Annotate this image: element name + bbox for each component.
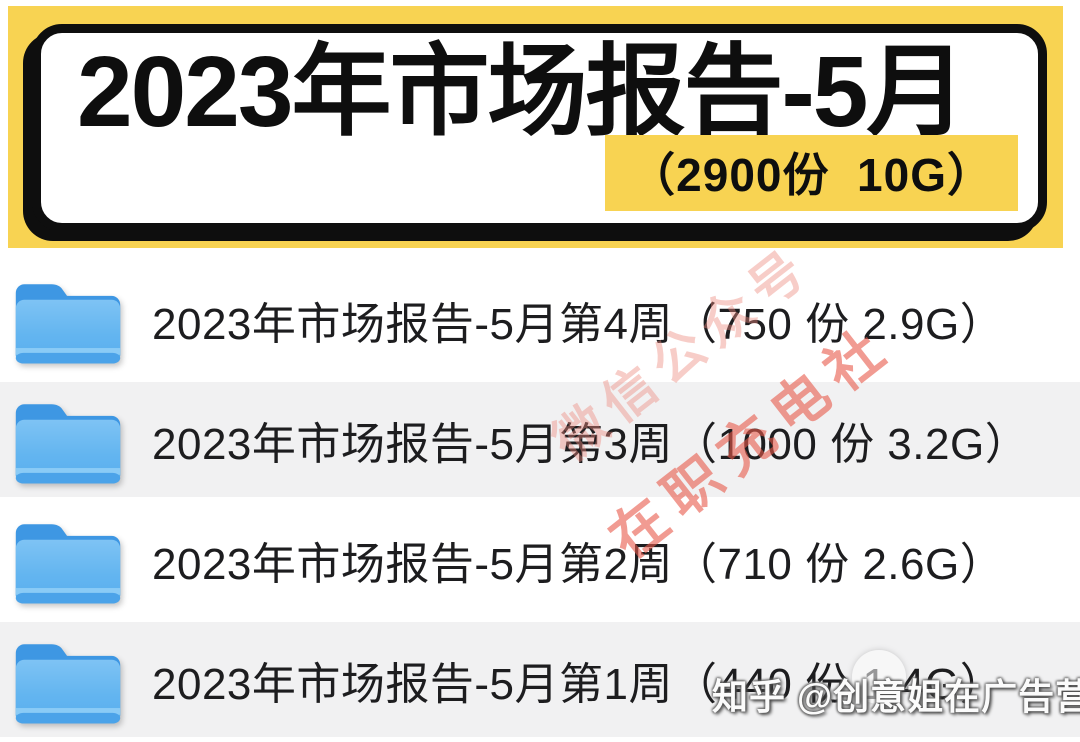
folder-row-week1[interactable]: 2023年市场报告-5月第1周（440 份 1.4G） [0, 622, 1080, 737]
header-subtitle-badge: （2900份 10G） [605, 135, 1018, 211]
header-banner: 2023年市场报告-5月 （2900份 10G） [8, 6, 1063, 248]
folder-icon [10, 631, 126, 729]
folder-label: 2023年市场报告-5月第4周（750 份 2.9G） [152, 299, 1005, 349]
folder-row-week2[interactable]: 2023年市场报告-5月第2周（710 份 2.6G） [0, 502, 1080, 617]
folder-icon [10, 271, 126, 369]
page-title: 2023年市场报告-5月 [77, 36, 966, 148]
folder-label: 2023年市场报告-5月第1周（440 份 1.4G） [152, 659, 1005, 709]
folder-icon [10, 391, 126, 489]
title-card: 2023年市场报告-5月 （2900份 10G） [32, 24, 1047, 232]
folder-list: 2023年市场报告-5月第4周（750 份 2.9G） 2023年市场报告-5月… [0, 262, 1080, 742]
folder-label: 2023年市场报告-5月第3周（1000 份 3.2G） [152, 419, 1030, 469]
folder-label: 2023年市场报告-5月第2周（710 份 2.6G） [152, 539, 1005, 589]
folder-row-week4[interactable]: 2023年市场报告-5月第4周（750 份 2.9G） [0, 262, 1080, 377]
folder-row-week3[interactable]: 2023年市场报告-5月第3周（1000 份 3.2G） [0, 382, 1080, 497]
folder-icon [10, 511, 126, 609]
